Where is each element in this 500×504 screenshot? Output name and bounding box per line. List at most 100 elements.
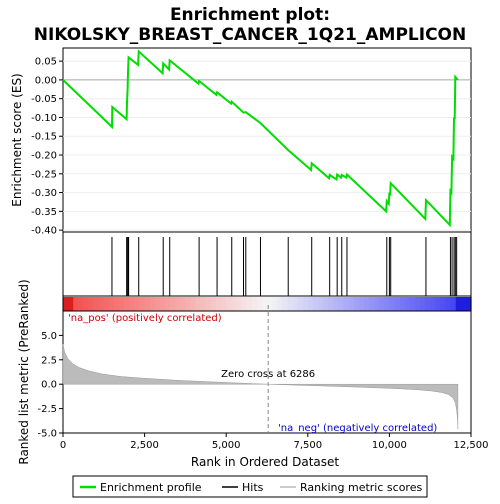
- legend-frame: [72, 475, 428, 498]
- color-bar-segment: [124, 297, 130, 311]
- color-bar-segment: [246, 297, 253, 311]
- color-bar-segment: [307, 297, 314, 311]
- color-bar-segment: [119, 297, 125, 311]
- color-bar-segment: [323, 297, 329, 311]
- color-bar-segment: [83, 297, 90, 311]
- color-bar-segment: [425, 297, 431, 311]
- color-bar-segment: [103, 297, 110, 311]
- color-bar-segment: [404, 297, 411, 311]
- color-bar-segment: [297, 297, 304, 311]
- color-bar-segment: [226, 297, 232, 311]
- color-bar-segment: [170, 297, 176, 311]
- es-y-tick-label: -0.20: [31, 151, 57, 162]
- es-y-tick-label: 0.00: [35, 75, 57, 86]
- color-bar-segment: [277, 297, 283, 311]
- na-neg-label: 'na_neg' (negatively correlated): [278, 423, 437, 434]
- color-bar-segment: [450, 297, 457, 311]
- x-tick-label: 5,000: [212, 440, 241, 451]
- color-bar-segment: [420, 297, 426, 311]
- chart-title-line-1: Enrichment plot:: [170, 5, 330, 25]
- color-bar-segment: [440, 297, 447, 311]
- es-y-tick-label: 0.05: [35, 57, 57, 68]
- x-tick-label: 0: [60, 440, 66, 451]
- color-bar-segment: [88, 297, 95, 311]
- color-bar-segment: [251, 297, 258, 311]
- color-bar-segment: [68, 297, 74, 311]
- chart-title-line-2: NIKOLSKY_BREAST_CANCER_1Q21_AMPLICON: [34, 25, 466, 45]
- color-bar-segment: [205, 297, 212, 311]
- x-tick-label: 2,500: [130, 440, 159, 451]
- color-bar-segment: [93, 297, 100, 311]
- color-bar-segment: [287, 297, 294, 311]
- color-bar-segment: [409, 297, 416, 311]
- color-bar-segment: [318, 297, 324, 311]
- es-y-tick-label: -0.05: [31, 94, 57, 105]
- color-bar-segment: [455, 297, 462, 311]
- color-bar-segment: [394, 297, 401, 311]
- enrichment-profile-line: [62, 49, 459, 228]
- color-bar-segment: [430, 297, 436, 311]
- color-bar-segment: [328, 297, 334, 311]
- zero-cross-label: Zero cross at 6286: [221, 369, 315, 380]
- color-bar-segment: [379, 297, 385, 311]
- color-bar-segment: [272, 297, 278, 311]
- color-bar-segment: [348, 297, 355, 311]
- es-y-axis-label: Enrichment score (ES): [10, 73, 24, 206]
- color-bar-segment: [175, 297, 181, 311]
- metric-y-tick-label: 2.5: [41, 355, 57, 366]
- color-bar-segment: [129, 297, 135, 311]
- legend-label-ranking-metric: Ranking metric scores: [300, 481, 422, 494]
- es-y-tick-label: -0.15: [31, 132, 57, 143]
- color-bar-segment: [210, 297, 217, 311]
- color-bar-segment: [134, 297, 141, 311]
- color-bar-segment: [261, 297, 268, 311]
- hits-panel-frame: [62, 231, 472, 297]
- es-y-tick-label: -0.30: [31, 188, 57, 199]
- color-bar-segment: [445, 297, 452, 311]
- color-bar-segment: [159, 297, 166, 311]
- color-bar-segment: [460, 297, 467, 311]
- metric-y-tick-label: 5.0: [41, 331, 57, 342]
- metric-y-axis-label: Ranked list metric (PreRanked): [17, 279, 31, 464]
- na-pos-label: 'na_pos' (positively correlated): [68, 313, 222, 324]
- color-bar-segment: [399, 297, 406, 311]
- color-bar-segment: [200, 297, 207, 311]
- es-y-tick-label: -0.10: [31, 113, 57, 124]
- color-bar-segment: [333, 297, 339, 311]
- color-bar-segment: [312, 297, 319, 311]
- color-bar-segment: [389, 297, 396, 311]
- legend: Enrichment profile Hits Ranking metric s…: [72, 475, 428, 498]
- es-panel: 0.05 0.00 -0.05 -0.10 -0.15 -0.20 -0.25 -0.30 -0…: [10, 47, 472, 237]
- color-bar-segment: [435, 297, 441, 311]
- color-bar-segment: [369, 297, 375, 311]
- x-tick-label: 7,500: [293, 440, 322, 451]
- color-bar-segment: [144, 297, 151, 311]
- color-bar-segment: [63, 297, 69, 311]
- x-axis-label: Rank in Ordered Dataset: [191, 455, 339, 469]
- color-bar-segment: [292, 297, 299, 311]
- color-bar-segment: [343, 297, 350, 311]
- es-y-tick-label: -0.35: [31, 207, 57, 218]
- color-bar-segment: [165, 297, 171, 311]
- metric-y-tick-label: -5.0: [37, 429, 57, 440]
- color-bar-segment: [98, 297, 105, 311]
- color-bar-segment: [374, 297, 380, 311]
- color-bar-segment: [154, 297, 161, 311]
- color-bar-segment: [414, 297, 421, 311]
- color-bar-segment: [221, 297, 227, 311]
- color-bar-segment: [353, 297, 360, 311]
- color-bar-segment: [282, 297, 288, 311]
- color-bar-segment: [180, 297, 186, 311]
- es-y-tick-label: -0.25: [31, 169, 57, 180]
- color-bar-segment: [358, 297, 365, 311]
- color-bar-segment: [302, 297, 309, 311]
- color-bar-segment: [241, 297, 248, 311]
- legend-label-enrichment-profile: Enrichment profile: [100, 481, 202, 494]
- color-bar-segment: [256, 297, 263, 311]
- color-bar-segment: [139, 297, 146, 311]
- color-bar-segment: [190, 297, 197, 311]
- metric-panel-frame: [62, 310, 472, 434]
- metric-y-tick-label: 0.0: [41, 380, 57, 391]
